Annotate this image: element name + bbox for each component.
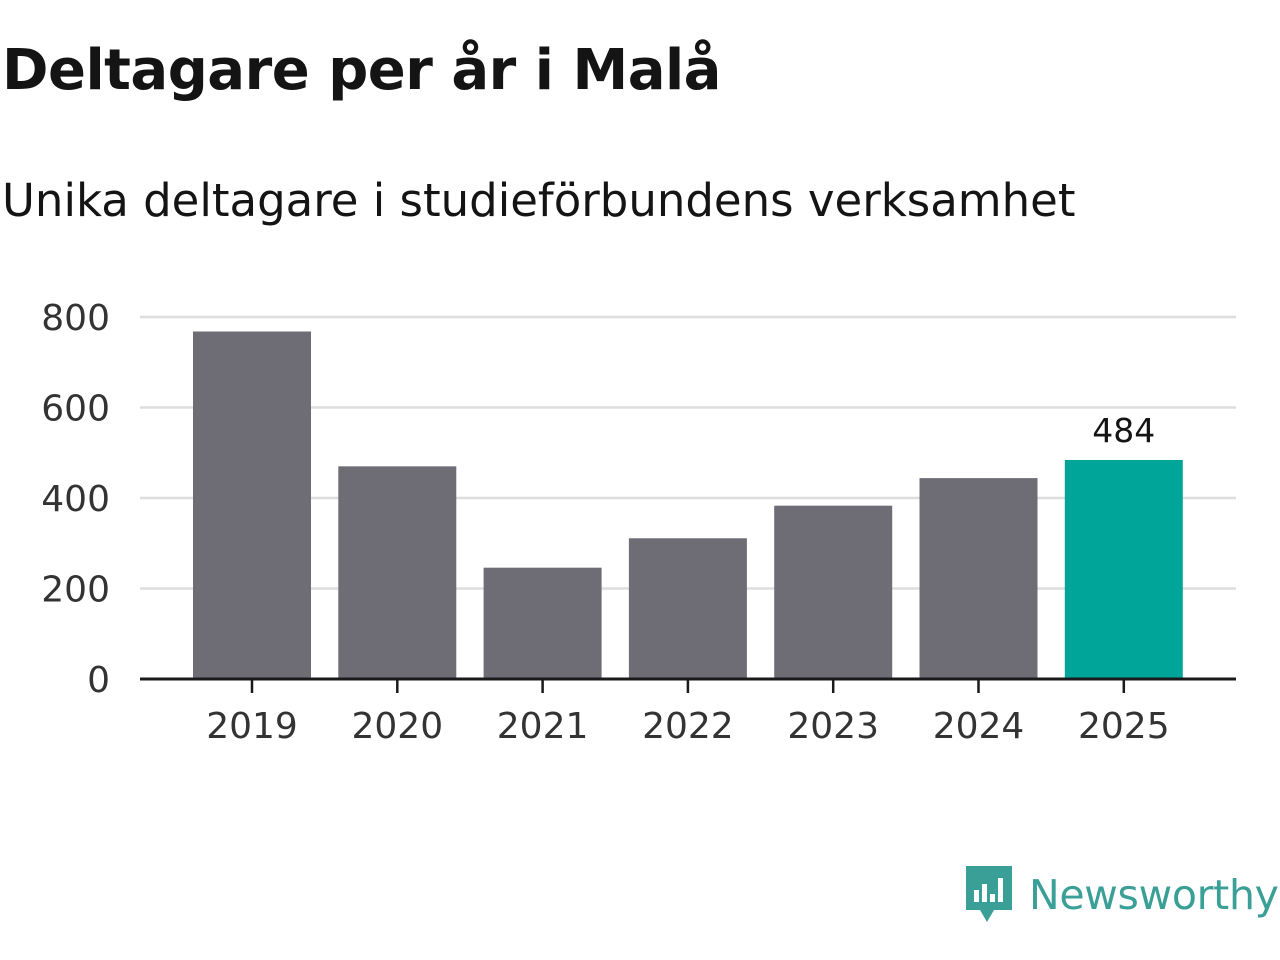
y-tick-label: 800 — [41, 298, 110, 339]
chart-title: Deltagare per år i Malå — [2, 38, 721, 103]
x-tick-label: 2020 — [351, 706, 443, 747]
x-tick-label: 2025 — [1078, 706, 1170, 747]
newsworthy-logo[interactable]: Newsworthy — [963, 862, 1279, 928]
x-tick-label: 2023 — [787, 706, 879, 747]
y-tick-label: 0 — [87, 660, 110, 701]
x-tick-label: 2022 — [642, 706, 734, 747]
bar-2022 — [628, 538, 747, 679]
logo-text: Newsworthy — [1029, 870, 1279, 919]
bar-2025 — [1064, 459, 1183, 679]
x-tick-label: 2021 — [497, 706, 589, 747]
newsworthy-chart-icon — [966, 866, 1012, 922]
data-label: 484 — [1092, 411, 1155, 450]
y-tick-label: 200 — [41, 570, 110, 611]
bar-2023 — [774, 505, 893, 679]
bar-2020 — [338, 466, 457, 679]
bar-2019 — [193, 331, 311, 679]
chart-subtitle: Unika deltagare i studieförbundens verks… — [2, 174, 1076, 227]
bar-2021 — [483, 567, 602, 679]
bar-chart: 0 200 400 600 800 2019 2020 2021 2022 2023 2024 202… — [41, 298, 1236, 747]
x-tick-label: 2024 — [933, 706, 1025, 747]
bar-2024 — [919, 478, 1038, 679]
y-tick-label: 600 — [41, 389, 110, 430]
y-tick-label: 400 — [41, 479, 110, 520]
x-tick-label: 2019 — [206, 706, 298, 747]
